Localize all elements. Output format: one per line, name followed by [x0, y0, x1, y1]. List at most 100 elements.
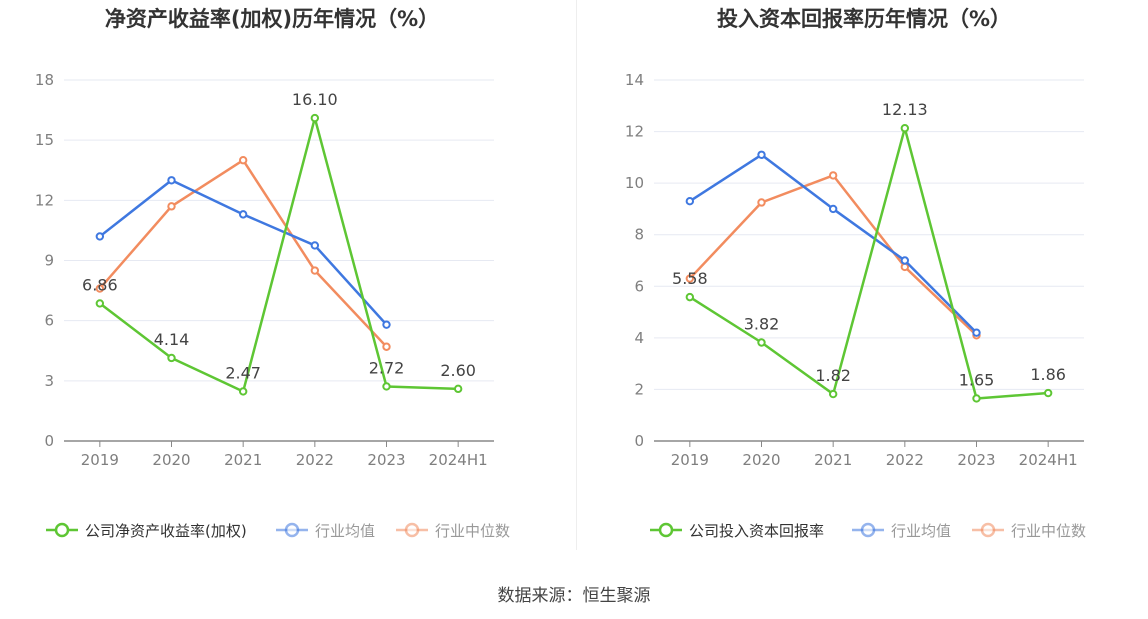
data-label: 1.82 [815, 366, 851, 385]
y-tick-label: 6 [634, 277, 644, 295]
legend-item-median[interactable]: 行业中位数 [396, 522, 510, 540]
chart-panel-2: 投入资本回报率历年情况（%） 0 2 4 6 8 10 12 14 2019 2020 2021 202… [625, 7, 1086, 540]
data-point-median[interactable] [900, 262, 910, 272]
data-point-company[interactable] [310, 113, 320, 123]
y-tick-label: 3 [44, 372, 54, 390]
x-tick-label: 2024H1 [1019, 451, 1078, 469]
x-tick-label: 2019 [81, 451, 119, 469]
x-tick-label: 2019 [671, 451, 709, 469]
y-tick-label: 9 [44, 252, 54, 270]
data-point-avg[interactable] [972, 328, 981, 337]
x-tick-label: 2020 [152, 451, 190, 469]
y-tick-label: 0 [44, 432, 54, 450]
data-point-median[interactable] [685, 274, 695, 283]
x-tick-label: 2021 [224, 451, 262, 469]
y-tick-label: 0 [634, 432, 644, 450]
data-point-median[interactable] [757, 198, 766, 207]
legend-marker [658, 522, 674, 538]
data-point-avg[interactable] [238, 210, 248, 219]
legend-item-company[interactable]: 公司投入资本回报率 [650, 522, 824, 540]
legend-item-avg[interactable]: 行业均值 [852, 522, 951, 540]
data-point-avg[interactable] [900, 256, 910, 265]
series-line-avg [689, 153, 978, 334]
data-point-median[interactable] [310, 266, 320, 275]
data-point-median[interactable] [828, 171, 838, 180]
legend-marker [404, 522, 420, 538]
y-tick-label: 15 [35, 131, 54, 149]
y-tick-label: 12 [35, 191, 54, 209]
data-point-avg[interactable] [310, 241, 320, 250]
data-label: 2.47 [225, 363, 261, 382]
data-label: 2.60 [440, 361, 476, 380]
data-point-median[interactable] [95, 284, 105, 293]
legend-item-company[interactable]: 公司净资产收益率(加权) [46, 522, 247, 540]
y-tick-label: 18 [35, 71, 54, 89]
data-point-median[interactable] [238, 156, 248, 165]
legend-marker [284, 522, 300, 538]
data-label: 3.82 [744, 314, 780, 333]
data-point-avg[interactable] [167, 176, 176, 185]
y-tick-label: 14 [625, 71, 644, 89]
data-label: 2.72 [369, 358, 405, 377]
chart-title: 净资产收益率(加权)历年情况（%） [105, 7, 439, 31]
legend-marker [860, 522, 876, 538]
data-point-company[interactable] [685, 292, 695, 302]
data-point-company[interactable] [167, 353, 176, 363]
data-label: 4.14 [154, 330, 190, 349]
legend-label: 行业均值 [891, 522, 951, 540]
x-tick-label: 2024H1 [429, 451, 488, 469]
y-tick-label: 10 [625, 174, 644, 192]
data-point-company[interactable] [453, 384, 463, 394]
data-label: 1.65 [959, 370, 995, 389]
data-label: 12.13 [882, 100, 928, 119]
data-point-company[interactable] [900, 124, 910, 133]
data-point-company[interactable] [757, 338, 766, 347]
x-tick-label: 2023 [367, 451, 405, 469]
y-tick-label: 8 [634, 226, 644, 244]
x-tick-label: 2022 [296, 451, 334, 469]
data-point-company[interactable] [972, 394, 981, 403]
data-point-company[interactable] [1043, 388, 1053, 398]
data-point-avg[interactable] [685, 196, 695, 206]
x-tick-label: 2023 [957, 451, 995, 469]
data-label: 6.86 [82, 275, 118, 294]
data-label: 16.10 [292, 90, 338, 109]
legend-item-median[interactable]: 行业中位数 [972, 522, 1086, 540]
data-point-median[interactable] [382, 342, 391, 351]
legend-item-avg[interactable]: 行业均值 [276, 522, 375, 540]
legend-marker [980, 522, 996, 538]
series-line-median [98, 158, 388, 348]
x-tick-label: 2022 [886, 451, 924, 469]
y-tick-label: 2 [634, 380, 644, 398]
data-point-avg[interactable] [757, 150, 766, 159]
y-tick-label: 12 [625, 123, 644, 141]
data-point-avg[interactable] [95, 232, 105, 241]
x-tick-label: 2020 [742, 451, 780, 469]
legend-label: 公司净资产收益率(加权) [85, 522, 247, 540]
data-source-note: 数据来源：恒生聚源 [497, 586, 651, 606]
legend-marker [54, 522, 70, 538]
data-point-company[interactable] [828, 389, 838, 399]
data-point-company[interactable] [95, 299, 105, 308]
legend-label: 公司投入资本回报率 [689, 522, 824, 540]
y-tick-label: 6 [44, 312, 54, 330]
chart-title: 投入资本回报率历年情况（%） [717, 7, 1011, 31]
data-point-company[interactable] [382, 382, 391, 391]
series-line-median [688, 174, 978, 337]
series-line-company [689, 126, 1049, 400]
y-tick-label: 4 [634, 329, 644, 347]
data-point-avg[interactable] [828, 204, 838, 214]
data-label: 5.58 [672, 269, 708, 288]
legend-label: 行业均值 [315, 522, 375, 540]
data-label: 1.86 [1030, 365, 1066, 384]
chart-panel-1: 净资产收益率(加权)历年情况（%） 0 3 6 9 12 15 18 2019 2020 2021 2… [35, 7, 510, 540]
x-tick-label: 2021 [814, 451, 852, 469]
data-point-company[interactable] [238, 387, 248, 396]
panel-divider [576, 0, 577, 550]
series-line-avg [99, 179, 388, 326]
data-point-avg[interactable] [382, 320, 391, 329]
legend-label: 行业中位数 [1011, 522, 1086, 540]
data-point-median[interactable] [167, 202, 176, 211]
legend-label: 行业中位数 [435, 522, 510, 540]
